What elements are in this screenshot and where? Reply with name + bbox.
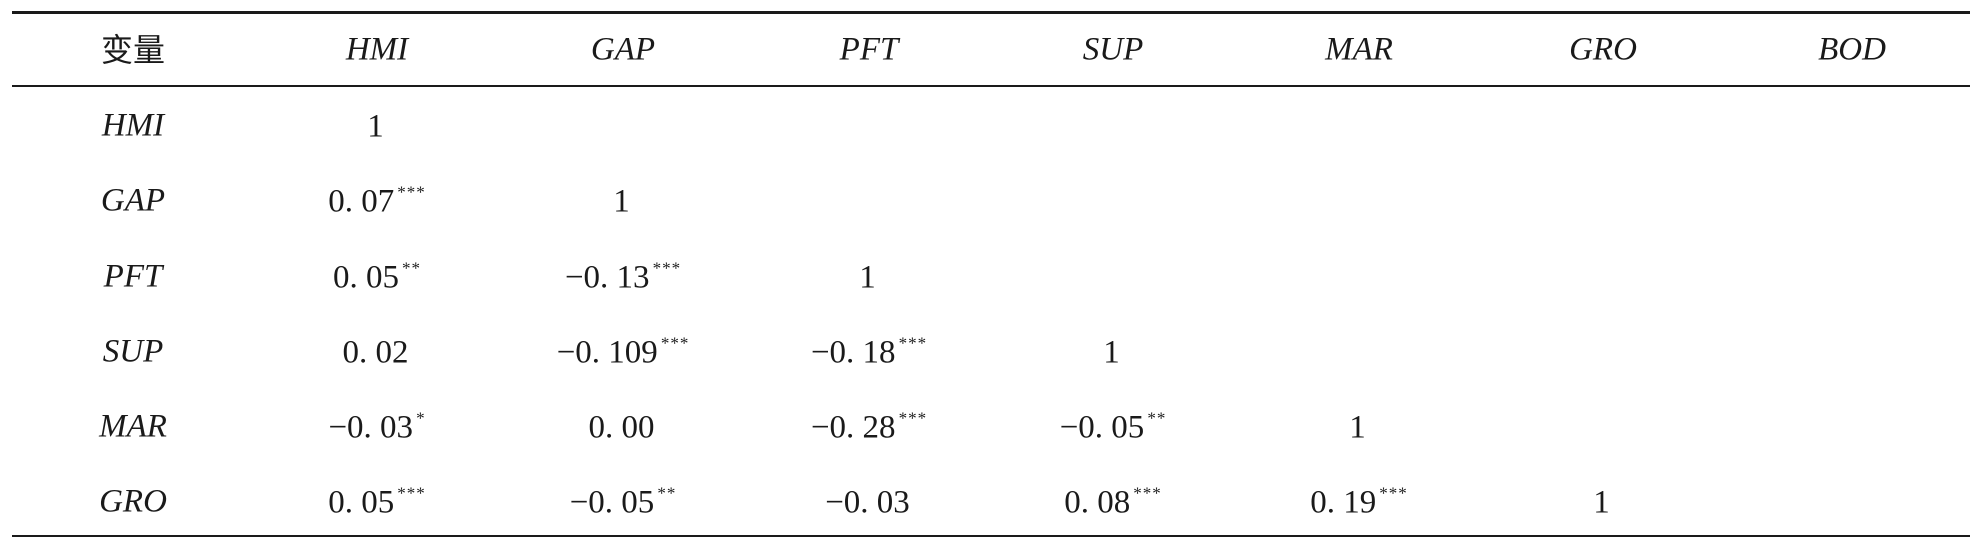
header-col-sup: SUP	[1082, 31, 1144, 68]
row-label-gro: GRO	[99, 483, 167, 520]
table-top-rule	[12, 11, 1970, 14]
cell-mar-mar: 1	[1349, 409, 1366, 446]
row-label-sup: SUP	[102, 333, 164, 370]
cell-mar-sup: −0. 05 **	[1059, 408, 1167, 446]
cell-pft-gap: −0. 13 ***	[564, 258, 682, 296]
header-col-hmi: HMI	[345, 31, 409, 68]
cell-sup-pft: −0. 18 ***	[810, 333, 928, 371]
cell-pft-pft: 1	[859, 259, 876, 296]
cell-mar-hmi: −0. 03 *	[328, 408, 426, 446]
cell-sup-hmi: 0. 02	[342, 334, 409, 371]
cell-gro-pft: −0. 03	[825, 484, 910, 521]
cell-gro-sup: 0. 08 ***	[1064, 483, 1162, 521]
cell-gro-gap: −0. 05 **	[569, 483, 677, 521]
cell-sup-sup: 1	[1103, 334, 1120, 371]
cell-sup-gap: −0. 109 ***	[556, 333, 690, 371]
cell-mar-gap: 0. 00	[588, 409, 655, 446]
cell-gap-hmi: 0. 07 ***	[328, 182, 426, 220]
cell-gro-gro: 1	[1593, 484, 1610, 521]
table-bottom-rule	[12, 535, 1970, 537]
cell-gro-hmi: 0. 05 ***	[328, 483, 426, 521]
cell-hmi-hmi: 1	[367, 108, 384, 145]
cell-gro-mar: 0. 19 ***	[1310, 483, 1408, 521]
header-col-gro: GRO	[1569, 31, 1637, 68]
cell-mar-pft: −0. 28 ***	[810, 408, 928, 446]
table-header-rule	[12, 85, 1970, 87]
row-label-gap: GAP	[100, 182, 166, 219]
cell-gap-gap: 1	[613, 183, 630, 220]
cell-pft-hmi: 0. 05 **	[333, 258, 421, 296]
row-label-hmi: HMI	[101, 107, 165, 144]
header-col-mar: MAR	[1325, 31, 1393, 68]
row-label-pft: PFT	[103, 258, 163, 295]
header-variable-label: 变量	[100, 31, 166, 69]
header-col-gap: GAP	[590, 31, 656, 68]
header-col-pft: PFT	[839, 31, 899, 68]
header-col-bod: BOD	[1818, 31, 1886, 68]
row-label-mar: MAR	[99, 408, 167, 445]
